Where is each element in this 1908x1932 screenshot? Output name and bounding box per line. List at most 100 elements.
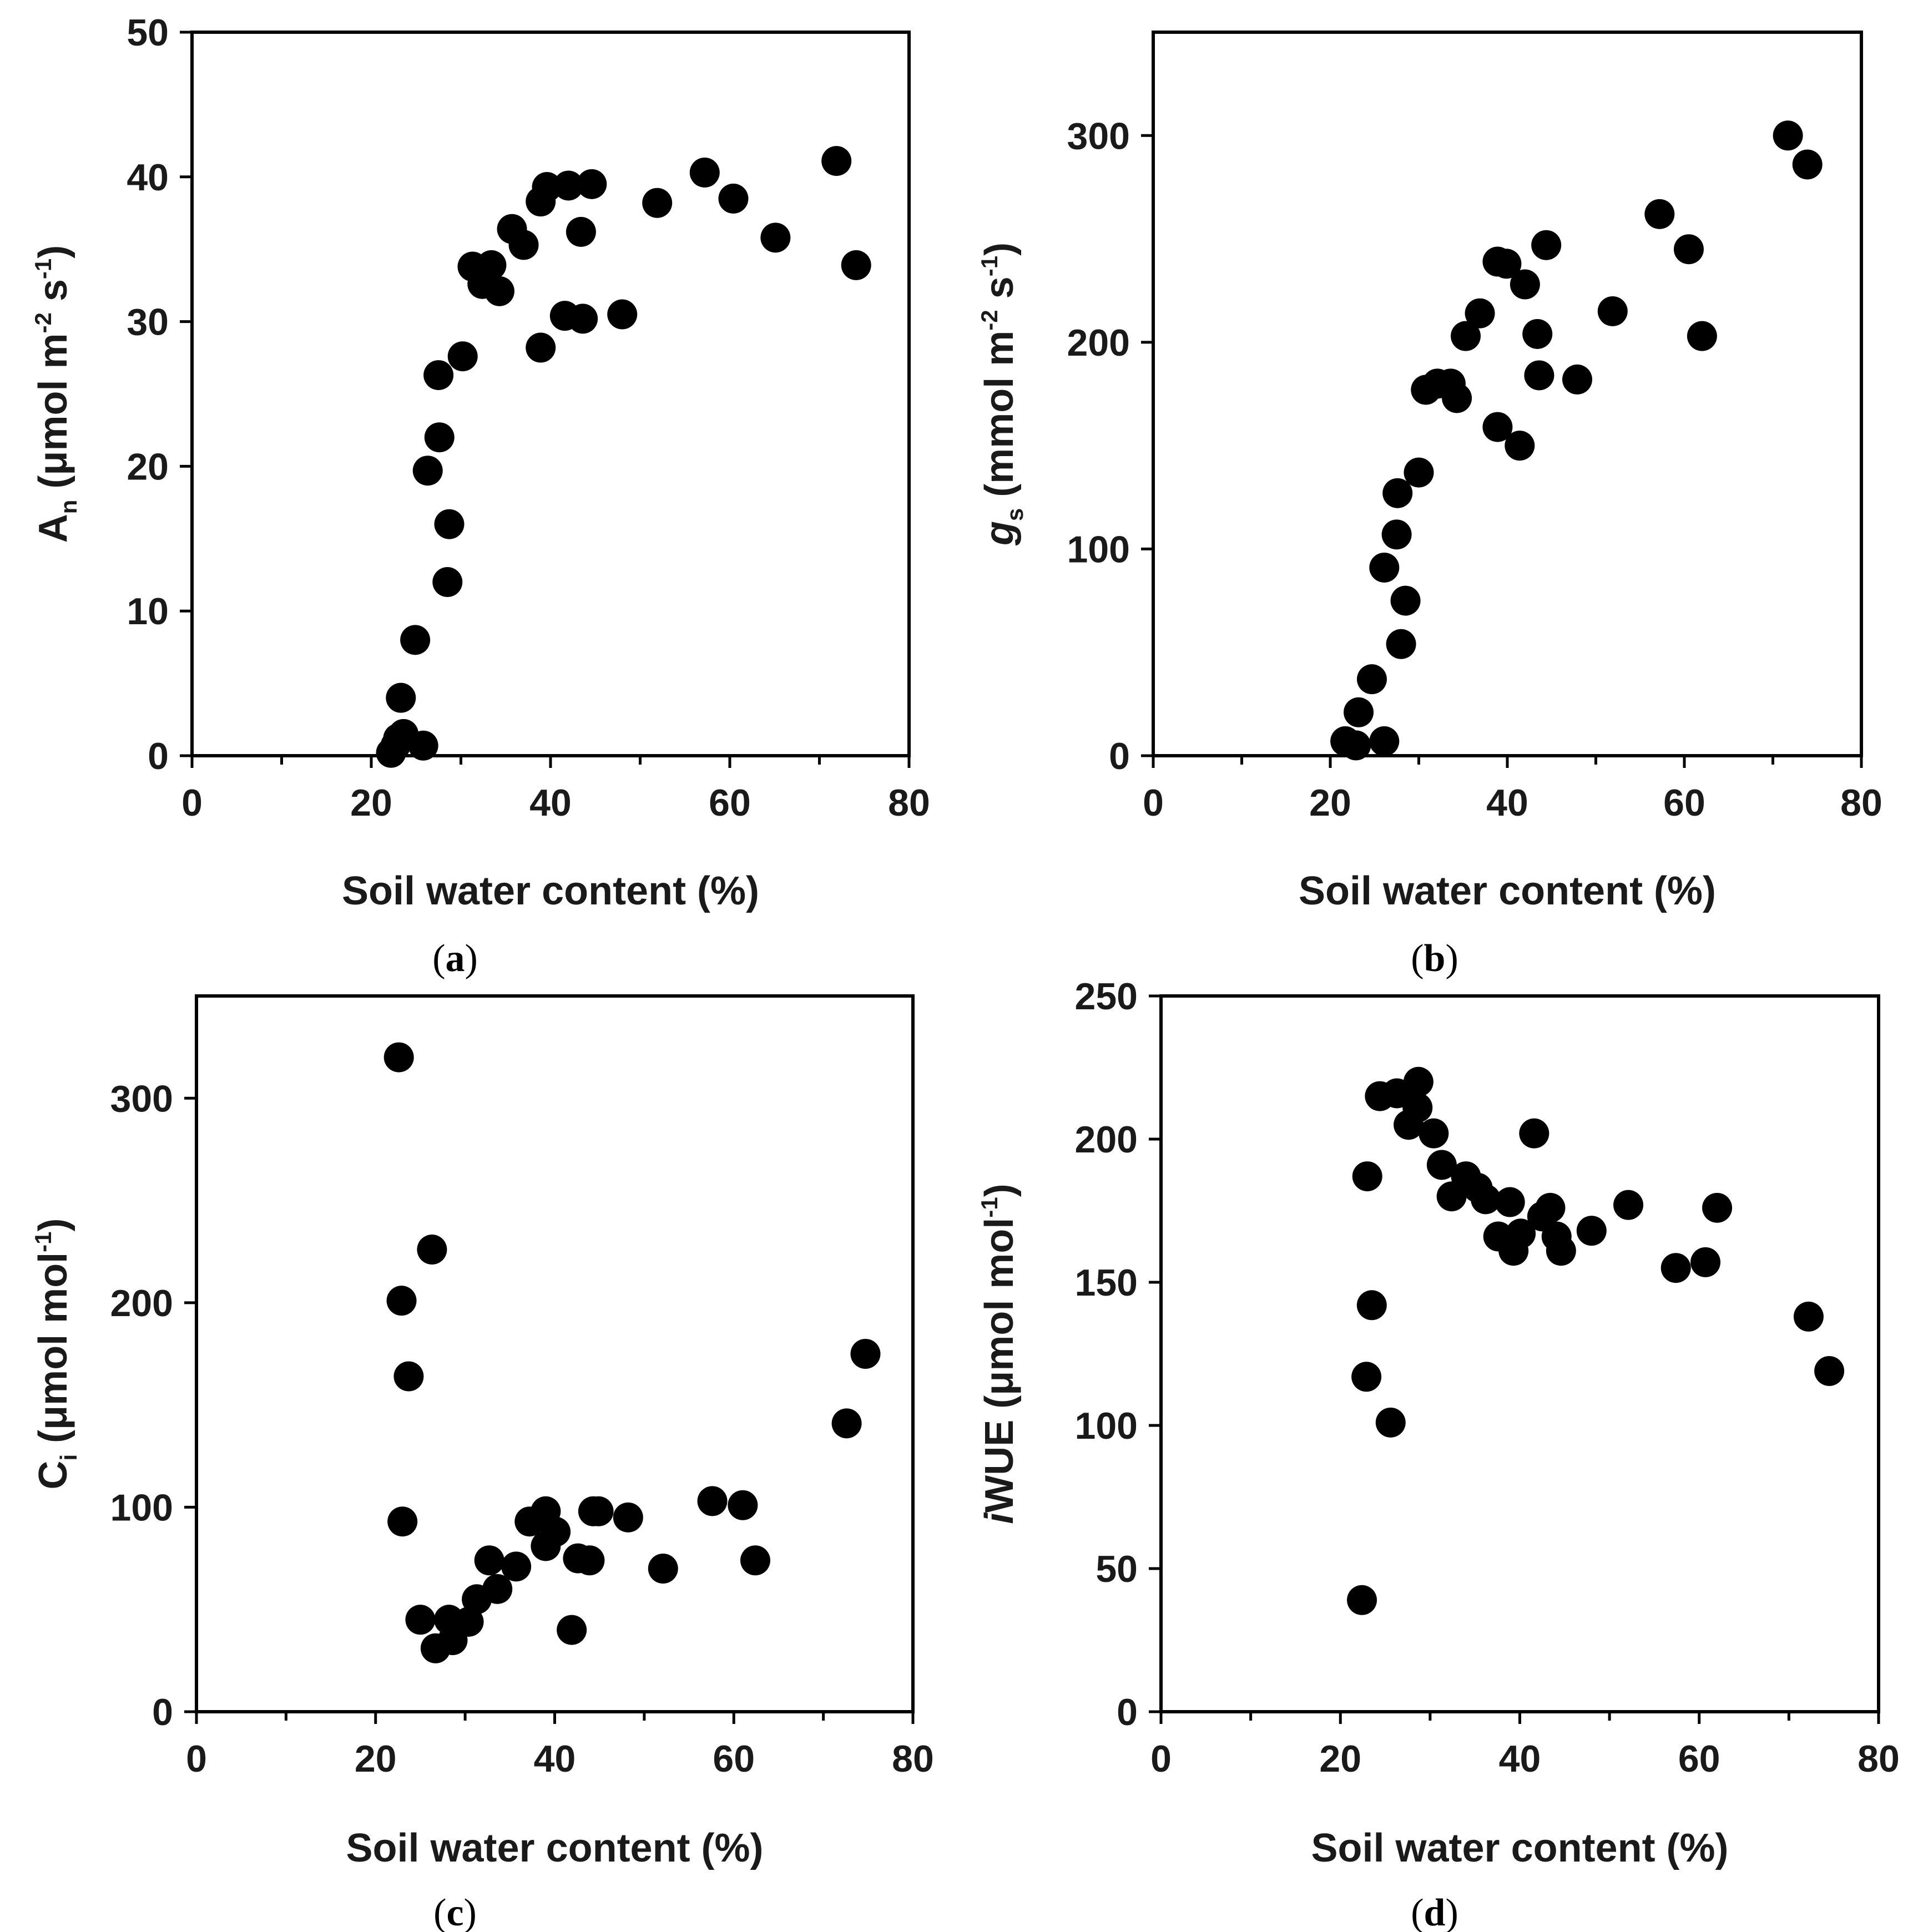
data-point-b: [1369, 552, 1400, 583]
panel-label-b: (b): [1411, 937, 1458, 980]
y-tick-label-a: 20: [127, 446, 169, 488]
data-point-d: [1375, 1407, 1406, 1438]
x-tick-label-a: 80: [888, 782, 930, 824]
data-point-b: [1381, 519, 1412, 550]
data-point-b: [1510, 269, 1540, 300]
data-point-c: [501, 1551, 532, 1582]
x-tick-label-c: 20: [355, 1738, 397, 1780]
data-point-b: [1341, 730, 1371, 761]
data-point-a: [577, 169, 607, 199]
data-point-b: [1465, 298, 1495, 328]
data-point-b: [1792, 149, 1823, 180]
chart-panel-c: 0 20 40 60 80 0 100 200 300 Soil water content (%…: [30, 994, 934, 1932]
y-tick-label-b: 0: [1109, 735, 1130, 777]
x-tick-label-d: 0: [1150, 1738, 1172, 1780]
data-point-c: [648, 1554, 678, 1584]
y-axis-title-d: iWUE (μmol mol-1): [976, 1184, 1022, 1524]
x-tick-label-a: 0: [181, 782, 203, 824]
data-point-b: [1562, 364, 1593, 395]
chart-panel-a: 0 20 40 60 80 0 10 20 30 40 50 Soil water content (…: [30, 12, 930, 980]
data-point-a: [532, 172, 562, 203]
data-point-a: [423, 360, 454, 391]
x-tick-label-a: 40: [529, 782, 572, 824]
data-point-c: [831, 1408, 862, 1439]
panel-label-d: (d): [1411, 1891, 1458, 1932]
x-axis-title-a: Soil water content (%): [342, 869, 759, 913]
data-point-d: [1702, 1192, 1733, 1223]
y-tick-label-a: 50: [127, 12, 169, 54]
y-tick-label-c: 100: [110, 1486, 173, 1529]
data-point-b: [1673, 234, 1704, 265]
data-point-d: [1814, 1356, 1845, 1386]
data-point-d: [1519, 1118, 1549, 1149]
data-point-c: [850, 1339, 881, 1369]
data-point-a: [476, 250, 507, 280]
data-point-b: [1356, 664, 1387, 695]
data-point-a: [642, 188, 673, 218]
data-point-a: [760, 222, 791, 253]
panel-label-c: (c): [433, 1891, 477, 1932]
data-point-c: [697, 1486, 728, 1516]
data-point-b: [1451, 321, 1481, 351]
data-point-c: [417, 1235, 447, 1265]
data-point-d: [1403, 1066, 1433, 1097]
data-point-b: [1482, 412, 1513, 442]
x-tick-label-b: 20: [1309, 782, 1351, 824]
data-point-a: [400, 625, 431, 655]
data-point-d: [1471, 1184, 1501, 1215]
data-point-d: [1613, 1190, 1644, 1220]
data-point-d: [1506, 1218, 1536, 1249]
y-axis-title-b: gs (mmol m-2 s-1): [976, 242, 1028, 546]
x-tick-label-c: 0: [186, 1738, 207, 1780]
x-tick-label-d: 80: [1857, 1738, 1900, 1780]
y-tick-label-a: 10: [127, 590, 169, 633]
x-tick-label-c: 40: [534, 1738, 576, 1780]
y-tick-label-a: 40: [127, 156, 169, 199]
data-point-c: [557, 1615, 587, 1645]
x-tick-label-b: 40: [1486, 782, 1528, 824]
y-tick-label-c: 200: [110, 1282, 173, 1324]
data-point-b: [1524, 360, 1554, 391]
data-point-c: [613, 1502, 643, 1533]
panel-label-a: (a): [432, 937, 478, 980]
y-axis-title-c: Ci (μmol mol-1): [30, 1218, 82, 1489]
data-point-b: [1491, 249, 1522, 279]
data-point-a: [484, 276, 514, 306]
data-point-c: [383, 1042, 414, 1073]
data-point-a: [568, 304, 598, 334]
y-axis-title-a: An (μmol m-2 s-1): [30, 245, 82, 543]
data-point-b: [1773, 120, 1803, 151]
y-tick-label-d: 50: [1096, 1548, 1138, 1590]
data-point-c: [474, 1545, 504, 1576]
x-axis-title-b: Soil water content (%): [1299, 869, 1716, 913]
y-tick-label-c: 0: [152, 1691, 173, 1733]
chart-panel-d: 0 20 40 60 80 0 50 100 150 200 250 Soil water conte…: [976, 975, 1900, 1932]
data-point-a: [689, 157, 720, 188]
data-point-a: [526, 332, 556, 363]
data-point-b: [1687, 321, 1717, 351]
x-tick-label-c: 60: [713, 1738, 755, 1780]
data-point-a: [607, 299, 638, 330]
y-tick-label-d: 200: [1075, 1119, 1138, 1161]
x-tick-label-d: 20: [1319, 1738, 1361, 1780]
data-point-d: [1546, 1236, 1576, 1266]
data-point-d: [1347, 1585, 1377, 1615]
data-point-b: [1505, 431, 1535, 461]
data-point-c: [728, 1490, 758, 1520]
data-point-d: [1352, 1161, 1382, 1192]
y-tick-label-b: 200: [1067, 322, 1130, 364]
y-tick-label-d: 100: [1075, 1405, 1138, 1447]
data-point-a: [432, 567, 463, 598]
data-point-c: [740, 1545, 770, 1576]
data-point-a: [447, 341, 478, 372]
data-point-b: [1369, 726, 1400, 756]
data-point-a: [424, 422, 455, 453]
data-point-b: [1531, 230, 1562, 260]
data-point-c: [541, 1516, 571, 1547]
data-point-d: [1690, 1247, 1721, 1277]
x-tick-label-c: 80: [892, 1738, 934, 1780]
data-point-c: [453, 1606, 484, 1637]
data-point-a: [553, 170, 584, 201]
x-tick-label-d: 60: [1678, 1738, 1720, 1780]
